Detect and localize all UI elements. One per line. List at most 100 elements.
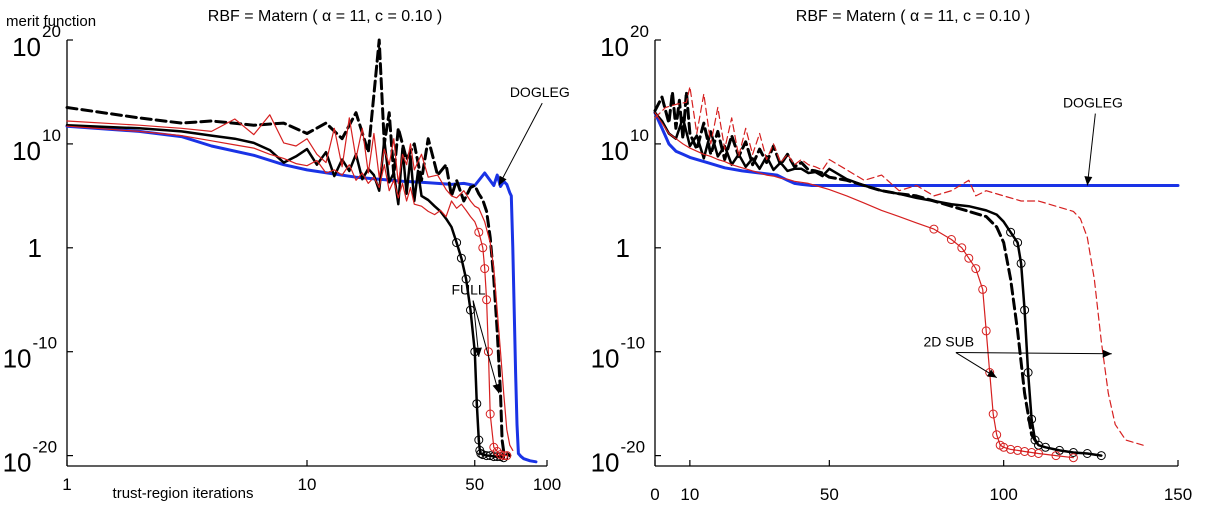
right-series-twod-circles-marker xyxy=(999,442,1009,452)
right-annotation-arrow-line xyxy=(1086,113,1096,186)
left-annotation-label: DOGLEG xyxy=(510,84,570,100)
left-series-twod-circles-line xyxy=(66,125,508,457)
right-xtick-label: 50 xyxy=(820,485,839,504)
right-series-full-solid-marker xyxy=(1023,368,1033,377)
right-annotations: DOGLEG 2D SUB xyxy=(923,95,1123,379)
right-series-twod-circles-marker xyxy=(1020,447,1030,456)
left-xlabel: trust-region iterations xyxy=(113,485,254,502)
right-series-twod-dashed-thin-line xyxy=(654,86,1144,446)
right-series-twod-circles-marker xyxy=(1013,445,1023,455)
right-series-full-solid-marker xyxy=(1096,451,1106,461)
right-series-full-solid-marker xyxy=(1006,227,1016,237)
right-series-dogleg-line xyxy=(653,111,1180,187)
right-annotation-label: DOGLEG xyxy=(1063,95,1123,111)
left-xtick-label: 100 xyxy=(533,475,561,494)
left-series-full-solid-marker xyxy=(482,451,492,461)
left-xtick-label: 50 xyxy=(465,475,484,494)
right-ytick-exponent: 10 xyxy=(630,126,649,145)
left-series-twod-circles-marker xyxy=(502,451,512,461)
left-xtick-label: 1 xyxy=(62,475,71,494)
left-ytick-label: 1 xyxy=(28,233,42,263)
left-series-twod-circles-marker xyxy=(482,295,492,305)
left-series-full-solid-marker xyxy=(476,449,486,458)
right-series-twod-circles-marker xyxy=(957,243,967,253)
left-series-twod-circles-marker xyxy=(499,451,509,461)
right-ytick-label: 1 xyxy=(616,233,630,263)
right-series-twod-circles-marker xyxy=(981,326,991,336)
right-series-twod-circles-marker xyxy=(946,235,956,244)
left-series-twod-circles-marker xyxy=(480,264,490,274)
right-series-full-solid-marker xyxy=(1020,305,1030,315)
left-ytick-label: 10 xyxy=(12,136,41,166)
left-series-full-solid-marker xyxy=(474,435,484,445)
left-ytick-label: 10 xyxy=(12,32,41,62)
right-series-twod-circles-marker xyxy=(971,264,981,274)
left-series-full-solid-marker xyxy=(456,253,466,263)
right-ytick-exponent: 20 xyxy=(630,22,649,41)
right-series-full-solid-marker xyxy=(1041,442,1050,452)
right-ytick-label: 10 xyxy=(600,136,629,166)
left-annotation-arrow-head xyxy=(473,347,482,357)
right-series-twod-circles-marker xyxy=(964,253,974,263)
left-series-twod-circles-marker xyxy=(474,227,484,237)
left-series-full-solid-marker xyxy=(461,274,471,284)
right-series-twod-circles-marker xyxy=(1027,448,1037,457)
right-xtick-label: 0 xyxy=(650,485,659,504)
right-series-full-solid-marker xyxy=(1082,449,1092,458)
left-series-twod-thin-line xyxy=(66,114,514,451)
right-xtick-label: 100 xyxy=(989,485,1017,504)
left-series-full-solid-marker xyxy=(499,453,509,463)
left-annotation-arrow-head xyxy=(492,383,501,394)
left-series-full-solid-marker xyxy=(485,451,495,461)
right-ytick-label: 10 xyxy=(591,344,620,374)
right-series-full-solid-marker xyxy=(1016,258,1026,268)
right-xtick-label: 10 xyxy=(680,485,699,504)
left-series-dogleg-line xyxy=(65,124,538,464)
left-ytick-exponent: 20 xyxy=(42,22,61,41)
left-annotation-arrow-line xyxy=(498,102,543,186)
right-series-full-dashed-line xyxy=(653,90,1040,447)
left-chart-title: RBF = Matern ( α = 11, c = 0.10 ) xyxy=(208,8,442,25)
right-chart: RBF = Matern ( α = 11, c = 0.10 ) 0 10 50 1… xyxy=(591,8,1193,504)
left-series xyxy=(65,38,538,464)
left-series-full-solid-marker xyxy=(472,399,482,409)
left-ylabel: merit function xyxy=(6,13,96,30)
right-annotation-arrow-head xyxy=(1084,176,1093,186)
right-ytick-exponent: -20 xyxy=(621,438,646,457)
left-annotation-arrow-line xyxy=(472,300,500,394)
left-annotation-arrow-head xyxy=(498,175,507,186)
left-series-twod-circles-marker xyxy=(492,447,502,456)
right-series-full-solid-line xyxy=(653,111,1103,457)
right-xtick-label: 150 xyxy=(1164,485,1192,504)
right-chart-title: RBF = Matern ( α = 11, c = 0.10 ) xyxy=(796,8,1030,25)
right-ytick-label: 10 xyxy=(600,32,629,62)
left-series-twod-circles-marker xyxy=(485,409,495,419)
right-series-twod-circles-line xyxy=(654,112,1075,459)
left-xtick-label: 10 xyxy=(298,475,317,494)
left-ytick-exponent: 10 xyxy=(42,126,61,145)
right-series-twod-circles-marker xyxy=(1068,453,1078,463)
left-chart: merit function RBF = Matern ( α = 11, c … xyxy=(3,8,570,502)
left-ytick-exponent: -20 xyxy=(33,438,58,457)
left-annotation-arrow-line xyxy=(472,300,480,357)
right-series-twod-circles-marker xyxy=(1051,451,1061,461)
left-ytick-exponent: -10 xyxy=(33,334,58,353)
left-annotation-label: FULL xyxy=(451,282,485,298)
left-ytick-label: 10 xyxy=(3,448,32,478)
right-annotation-arrow-line xyxy=(955,352,1112,355)
left-series-full-dashed-line xyxy=(65,38,512,458)
right-ytick-label: 10 xyxy=(591,448,620,478)
left-ytick-label: 10 xyxy=(3,344,32,374)
right-ytick-exponent: -10 xyxy=(621,334,646,353)
right-series-full-solid-marker xyxy=(1013,238,1023,248)
right-series-twod-circles-marker xyxy=(1006,444,1016,454)
right-series xyxy=(653,86,1180,463)
right-annotation-arrow-head xyxy=(986,369,997,378)
right-annotation-label: 2D SUB xyxy=(923,334,974,350)
right-series-twod-circles-marker xyxy=(992,430,1002,440)
right-annotation-arrow-head xyxy=(1102,349,1112,358)
left-annotations: DOGLEG FULL xyxy=(451,84,570,394)
left-series-full-solid-marker xyxy=(452,238,462,248)
